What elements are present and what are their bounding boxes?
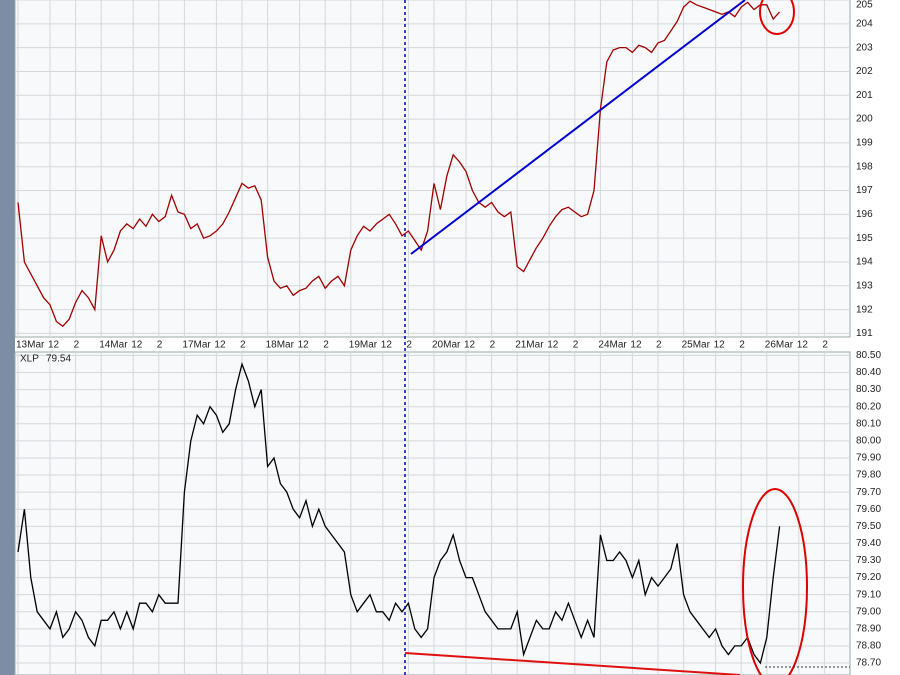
x-tick-label: 21Mar <box>515 340 544 351</box>
y-tick-label: 195 <box>856 233 873 244</box>
y-tick-label: 79.20 <box>856 572 881 583</box>
y-tick-label: 203 <box>856 42 873 53</box>
x-tick-label: 12 <box>547 340 559 351</box>
x-tick-label: 2 <box>656 340 662 351</box>
y-tick-label: 78.70 <box>856 658 881 669</box>
price-line <box>17 361 781 665</box>
frame-edge <box>0 0 15 675</box>
x-tick-label: 26Mar <box>765 340 794 351</box>
y-tick-label: 199 <box>856 138 873 149</box>
x-tick-label: 14Mar <box>99 340 128 351</box>
x-tick-label: 12 <box>381 340 393 351</box>
lower-panel <box>14 351 851 675</box>
y-tick-label: 79.00 <box>856 606 881 617</box>
trend-line <box>410 0 746 255</box>
y-tick-label: 80.40 <box>856 367 881 378</box>
y-tick-label: 204 <box>856 18 873 29</box>
x-tick-label: 12 <box>48 340 60 351</box>
y-tick-label: 205 <box>856 0 873 11</box>
y-tick-label: 196 <box>856 209 873 220</box>
x-tick-label: 2 <box>573 340 579 351</box>
y-tick-label: 78.90 <box>856 623 881 634</box>
x-tick-label: 17Mar <box>182 340 211 351</box>
y-tick-label: 201 <box>856 90 873 101</box>
y-tick-label: 79.40 <box>856 538 881 549</box>
x-tick-label: 2 <box>240 340 246 351</box>
y-tick-label: 202 <box>856 66 873 77</box>
x-tick-label: 25Mar <box>682 340 711 351</box>
x-tick-label: 2 <box>157 340 163 351</box>
upper-panel <box>14 0 851 338</box>
x-tick-label: 12 <box>214 340 226 351</box>
y-tick-label: 193 <box>856 280 873 291</box>
legend-value: 79.54 <box>46 354 71 365</box>
x-tick-label: 12 <box>630 340 642 351</box>
x-tick-label: 12 <box>464 340 476 351</box>
x-tick-label: 12 <box>298 340 310 351</box>
y-tick-label: 197 <box>856 185 873 196</box>
x-tick-label: 2 <box>74 340 80 351</box>
x-tick-label: 2 <box>490 340 496 351</box>
y-tick-label: 80.30 <box>856 384 881 395</box>
x-tick-label: 2 <box>323 340 329 351</box>
highlight-ellipse <box>742 488 808 675</box>
x-tick-label: 2 <box>822 340 828 351</box>
y-tick-label: 80.50 <box>856 350 881 361</box>
x-tick-label: 19Mar <box>349 340 378 351</box>
x-tick-label: 12 <box>131 340 143 351</box>
y-tick-label: 79.70 <box>856 487 881 498</box>
highlight-ellipse <box>759 0 795 35</box>
x-tick-label: 13Mar <box>16 340 45 351</box>
y-tick-label: 198 <box>856 161 873 172</box>
x-tick-label: 18Mar <box>266 340 295 351</box>
x-tick-label: 2 <box>406 340 412 351</box>
x-tick-label: 2 <box>739 340 745 351</box>
y-tick-label: 79.50 <box>856 521 881 532</box>
price-line <box>17 0 781 328</box>
y-tick-label: 79.90 <box>856 453 881 464</box>
trend-line <box>404 652 741 675</box>
y-tick-label: 79.80 <box>856 470 881 481</box>
y-tick-label: 191 <box>856 328 873 339</box>
y-tick-label: 79.30 <box>856 555 881 566</box>
y-tick-label: 200 <box>856 114 873 125</box>
x-tick-label: 20Mar <box>432 340 461 351</box>
y-tick-label: 192 <box>856 304 873 315</box>
y-tick-label: 79.60 <box>856 504 881 515</box>
y-tick-label: 80.00 <box>856 436 881 447</box>
legend-name: XLP <box>20 354 39 365</box>
x-tick-label: 24Mar <box>598 340 627 351</box>
y-tick-label: 80.10 <box>856 418 881 429</box>
y-tick-label: 194 <box>856 257 873 268</box>
y-tick-label: 78.80 <box>856 641 881 652</box>
y-tick-label: 80.20 <box>856 401 881 412</box>
x-tick-label: 12 <box>714 340 726 351</box>
x-tick-label: 12 <box>797 340 809 351</box>
y-tick-label: 79.10 <box>856 589 881 600</box>
